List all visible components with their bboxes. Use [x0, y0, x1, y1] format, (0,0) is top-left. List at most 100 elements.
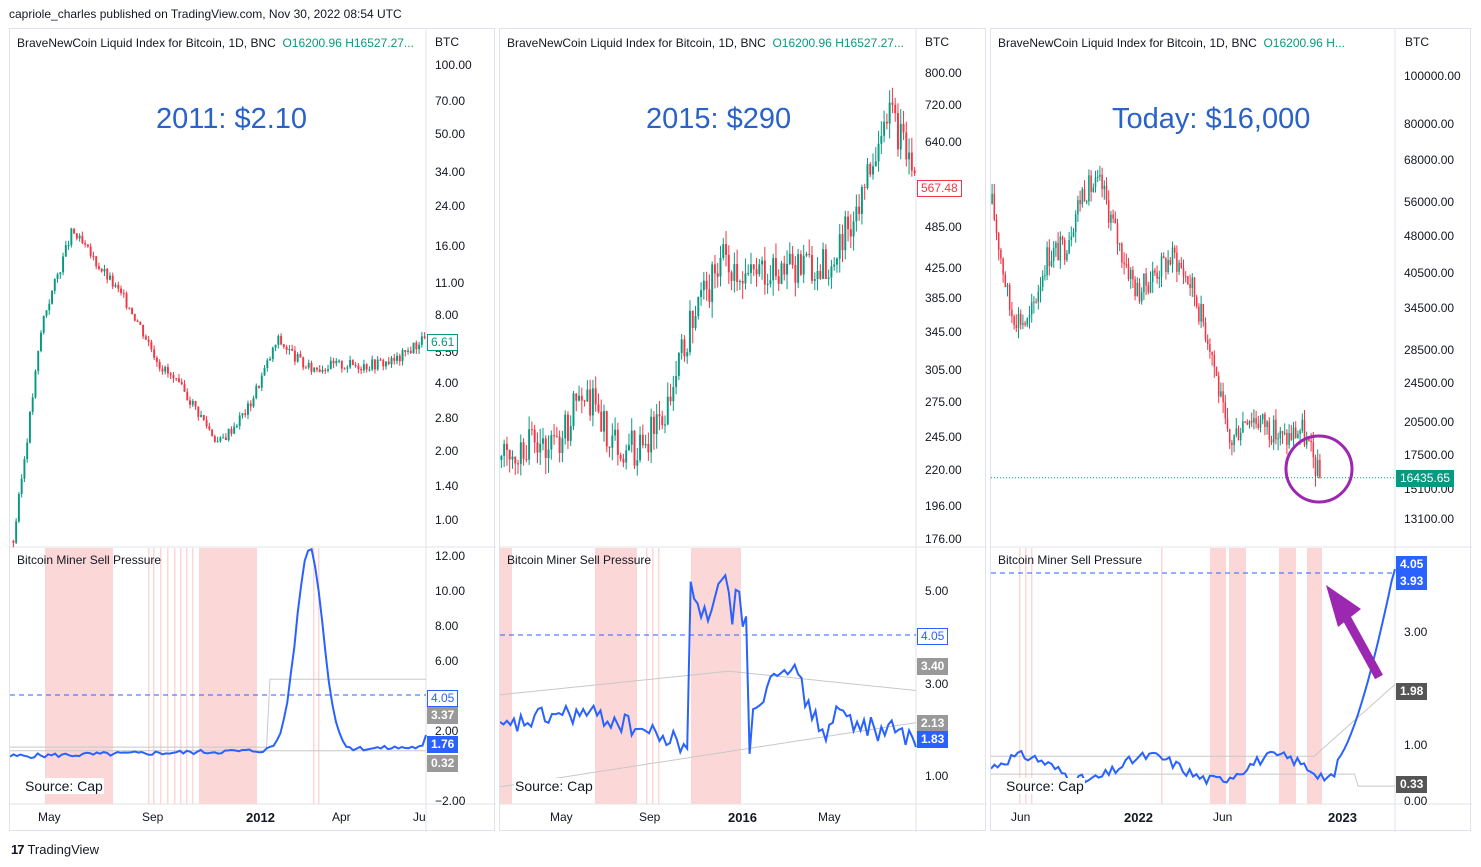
indicator-tick-label: −2.00 — [435, 794, 466, 808]
price-candle — [993, 193, 996, 220]
indicator-tick-label: 1.00 — [925, 769, 949, 783]
price-tick-label: 485.00 — [925, 220, 962, 234]
price-candle — [1235, 428, 1238, 436]
source-label: Source: Cap — [514, 778, 594, 794]
sell-pressure-zone-thin — [628, 548, 630, 804]
price-candle — [56, 274, 59, 280]
price-candle — [48, 303, 51, 311]
price-candle — [772, 258, 775, 281]
indicator-badge-threshold: 4.05 — [917, 628, 949, 645]
price-candle — [1151, 270, 1154, 282]
price-candle — [1077, 200, 1079, 215]
price-candle — [1024, 323, 1026, 325]
indicator-tick-label: 0.00 — [1404, 794, 1428, 808]
price-candle — [329, 360, 332, 370]
price-candle — [1189, 283, 1191, 288]
price-candle — [1228, 428, 1231, 443]
price-candle — [263, 368, 266, 376]
price-candle — [280, 335, 283, 345]
price-candle — [1129, 269, 1132, 280]
price-candle — [1213, 354, 1216, 368]
price-candle — [379, 359, 382, 361]
source-label: Source: Cap — [1005, 778, 1085, 794]
price-candle — [1237, 428, 1240, 441]
sell-pressure-zone — [1210, 548, 1226, 804]
price-candle — [1008, 284, 1011, 310]
price-candle — [1083, 189, 1086, 202]
axis-unit-label: BTC — [435, 35, 459, 49]
band-lower — [991, 773, 1395, 787]
price-candle — [1063, 239, 1066, 260]
chart-panel-2015[interactable]: BraveNewCoin Liquid Index for Bitcoin, 1… — [499, 28, 987, 832]
price-candle — [995, 219, 998, 234]
price-candle — [12, 540, 15, 543]
chart-canvas-2011[interactable] — [10, 29, 496, 832]
price-candle — [1118, 243, 1121, 245]
price-candle — [26, 442, 29, 460]
price-candle — [847, 216, 850, 230]
price-candle — [822, 249, 825, 279]
chart-canvas-2015[interactable] — [500, 29, 987, 832]
time-tick-label: 2012 — [246, 810, 275, 825]
price-candle — [216, 441, 219, 443]
indicator-badge-value: 1.83 — [917, 731, 949, 748]
price-candle — [1059, 236, 1062, 261]
price-candle — [260, 375, 263, 388]
price-candle — [677, 353, 680, 377]
price-candle — [569, 426, 572, 441]
sell-pressure-zone-thin — [1019, 548, 1021, 804]
price-candle — [799, 254, 802, 275]
highlight-circle — [1284, 434, 1354, 504]
price-candle — [1279, 431, 1282, 439]
price-candle — [114, 284, 117, 287]
indicator-badge-value: 3.93 — [1396, 573, 1428, 590]
price-candle — [73, 228, 76, 234]
price-candle — [1112, 214, 1114, 219]
price-candle — [122, 292, 125, 294]
price-tick-label: 176.00 — [925, 532, 962, 546]
sell-pressure-zone-thin — [646, 548, 648, 804]
price-candle — [730, 272, 733, 281]
price-candle — [589, 389, 592, 416]
price-candle — [293, 350, 296, 362]
price-candle — [191, 400, 194, 405]
price-candle — [186, 391, 189, 401]
price-candle — [1270, 439, 1273, 443]
price-candle — [67, 245, 70, 247]
price-tick-label: 80000.00 — [1404, 117, 1455, 131]
indicator-line — [10, 547, 427, 760]
price-candle — [1316, 459, 1319, 476]
price-candle — [991, 193, 993, 204]
price-candle — [1103, 185, 1106, 190]
price-candle — [1173, 247, 1176, 253]
price-candle — [1215, 367, 1218, 376]
price-candle — [1145, 273, 1147, 286]
price-candle — [390, 357, 393, 365]
price-candle — [744, 273, 747, 284]
chart-canvas-today[interactable] — [991, 29, 1472, 832]
price-candle — [774, 258, 777, 277]
price-candle — [885, 121, 888, 124]
chart-panel-2011[interactable]: BraveNewCoin Liquid Index for Bitcoin, 1… — [9, 28, 496, 832]
sell-pressure-zone — [691, 548, 741, 804]
price-candle — [1310, 440, 1312, 443]
tradingview-footer[interactable]: 17 TradingView — [11, 842, 99, 857]
indicator-tick-label: 2.00 — [435, 724, 459, 738]
price-candle — [1039, 286, 1042, 292]
price-candle — [53, 279, 56, 291]
chart-panel-today[interactable]: BraveNewCoin Liquid Index for Bitcoin, 1… — [990, 28, 1472, 832]
sell-pressure-zone-thin — [167, 548, 169, 804]
sell-pressure-zone — [1307, 548, 1322, 804]
price-candle — [619, 455, 622, 459]
price-candle — [371, 359, 374, 370]
price-candle — [855, 206, 858, 222]
price-candle — [1052, 248, 1055, 262]
price-candle — [120, 288, 122, 293]
price-candle — [51, 290, 53, 304]
price-candle — [1033, 301, 1035, 303]
source-label: Source: Cap — [24, 778, 104, 794]
price-candle — [708, 289, 711, 302]
price-candle — [338, 360, 341, 362]
price-tick-label: 17500.00 — [1404, 448, 1455, 462]
price-tick-label: 11.00 — [435, 276, 465, 290]
